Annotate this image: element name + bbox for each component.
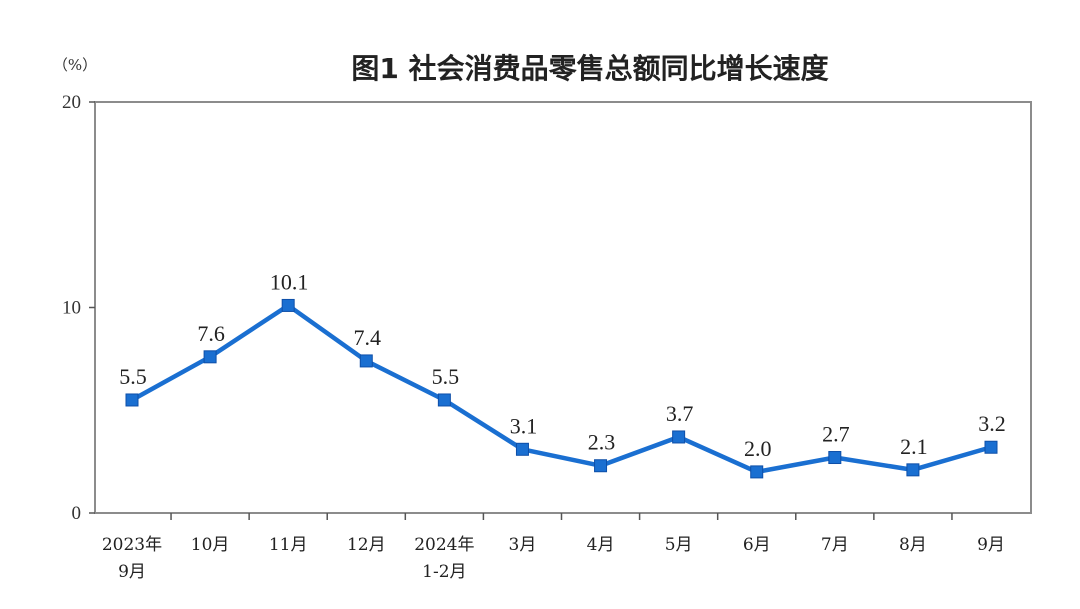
y-tick-label: 0 (72, 503, 82, 524)
data-point (515, 442, 529, 456)
x-tick-label: 5月 (665, 535, 693, 555)
y-axis-unit: （%） (53, 56, 97, 74)
y-tick-label: 20 (62, 92, 81, 113)
data-label: 2.3 (588, 430, 616, 455)
data-label: 3.7 (666, 401, 694, 426)
data-label: 3.1 (510, 413, 538, 438)
data-point (437, 393, 451, 407)
x-tick-label: 1-2月 (422, 562, 466, 582)
data-point (203, 350, 217, 364)
data-label: 10.1 (270, 269, 309, 294)
data-label: 2.0 (744, 436, 772, 461)
x-tick-label: 11月 (269, 535, 308, 555)
x-tick-label: 9月 (977, 535, 1005, 555)
chart-title: 图1 社会消费品零售总额同比增长速度 (351, 52, 828, 85)
data-point (750, 465, 764, 479)
data-label: 5.5 (119, 364, 147, 389)
data-point (281, 298, 295, 312)
data-label: 3.2 (978, 411, 1006, 436)
plot-frame (94, 101, 1032, 514)
y-axis: 0 10 20 (62, 92, 95, 524)
x-tick-label: 8月 (899, 535, 927, 555)
x-tick-label: 9月 (118, 562, 146, 582)
x-axis: 2023年 9月 10月 11月 12月 2024年 1-2月 3月 4月 5月 6月 7月 8月 9月 (102, 513, 1005, 582)
data-point (594, 459, 608, 473)
series-layer (125, 298, 998, 479)
x-tick-label: 7月 (821, 535, 849, 555)
data-point (359, 354, 373, 368)
data-label: 7.4 (354, 325, 382, 350)
series-line (129, 303, 994, 475)
data-label: 7.6 (197, 321, 225, 346)
data-label: 5.5 (432, 364, 460, 389)
x-tick-label: 4月 (587, 535, 615, 555)
data-point (984, 440, 998, 454)
y-tick-label: 10 (62, 298, 81, 319)
x-tick-label: 6月 (743, 535, 771, 555)
x-tick-label: 2024年 (414, 535, 474, 555)
data-label: 2.7 (822, 422, 850, 447)
x-tick-label: 10月 (191, 535, 230, 555)
data-point (906, 463, 920, 477)
data-label-layer: 5.5 7.6 10.1 7.4 5.5 3.1 2.3 3.7 2.0 2.7 2.1 3.2 (119, 269, 1006, 460)
data-point (828, 451, 842, 465)
x-tick-label: 3月 (509, 535, 537, 555)
x-tick-label: 2023年 (102, 535, 162, 555)
x-tick-label: 12月 (347, 535, 386, 555)
data-point (672, 430, 686, 444)
data-label: 2.1 (900, 434, 928, 459)
data-point (125, 393, 139, 407)
